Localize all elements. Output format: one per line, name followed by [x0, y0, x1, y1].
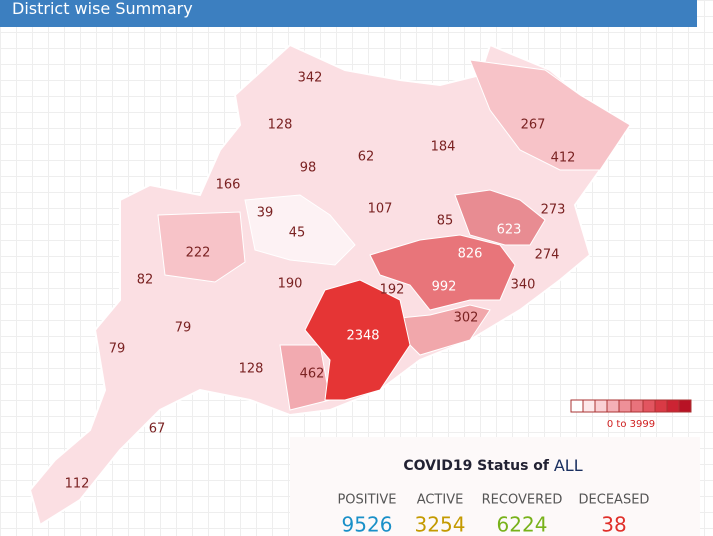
district-count: 79	[175, 321, 192, 336]
district-count: 98	[300, 161, 317, 176]
district-shape	[369, 234, 516, 311]
status-label: ACTIVE	[417, 493, 464, 508]
status-title: COVID19 Status of ALL	[403, 456, 582, 475]
status-value: 3254	[415, 513, 466, 536]
legend-scale	[570, 399, 692, 413]
district-count: 128	[239, 362, 264, 377]
district-count: 128	[268, 118, 293, 133]
status-scope: ALL	[554, 456, 583, 475]
status-value: 6224	[497, 513, 548, 536]
district-count: 45	[289, 226, 306, 241]
district-count: 107	[368, 202, 393, 217]
district-count: 67	[149, 422, 166, 437]
district-count: 267	[521, 118, 546, 133]
district-shape	[244, 194, 356, 266]
district-count: 184	[431, 140, 456, 155]
district-count: 340	[511, 278, 536, 293]
district-count: 190	[278, 277, 303, 292]
district-count: 2348	[346, 329, 379, 344]
district-count: 273	[541, 203, 566, 218]
district-count: 302	[454, 311, 479, 326]
district-count: 112	[65, 477, 90, 492]
status-title-text: COVID19 Status of	[403, 458, 550, 474]
district-count: 623	[497, 223, 522, 238]
district-count: 274	[535, 248, 560, 263]
status-value: 38	[601, 513, 626, 536]
district-shape	[454, 189, 546, 246]
district-shape	[157, 211, 246, 283]
district-count: 192	[380, 283, 405, 298]
status-label: RECOVERED	[482, 493, 563, 508]
district-shape	[469, 59, 631, 171]
district-count: 79	[109, 342, 126, 357]
district-shape	[304, 279, 411, 401]
status-label: DECEASED	[579, 493, 650, 508]
legend-label: 0 to 3999	[607, 419, 655, 430]
status-label: POSITIVE	[337, 493, 396, 508]
district-count: 826	[458, 247, 483, 262]
district-count: 222	[186, 246, 211, 261]
status-panel	[290, 437, 700, 536]
district-count: 39	[257, 206, 274, 221]
district-count: 462	[300, 367, 325, 382]
status-value: 9526	[342, 513, 393, 536]
district-count: 82	[137, 273, 154, 288]
district-count: 412	[551, 151, 576, 166]
district-count: 166	[216, 178, 241, 193]
district-count: 62	[358, 150, 375, 165]
header-title: District wise Summary	[0, 0, 697, 27]
district-count: 342	[298, 71, 323, 86]
state-outline	[28, 43, 632, 527]
district-count: 992	[432, 280, 457, 295]
district-count: 85	[437, 214, 454, 229]
